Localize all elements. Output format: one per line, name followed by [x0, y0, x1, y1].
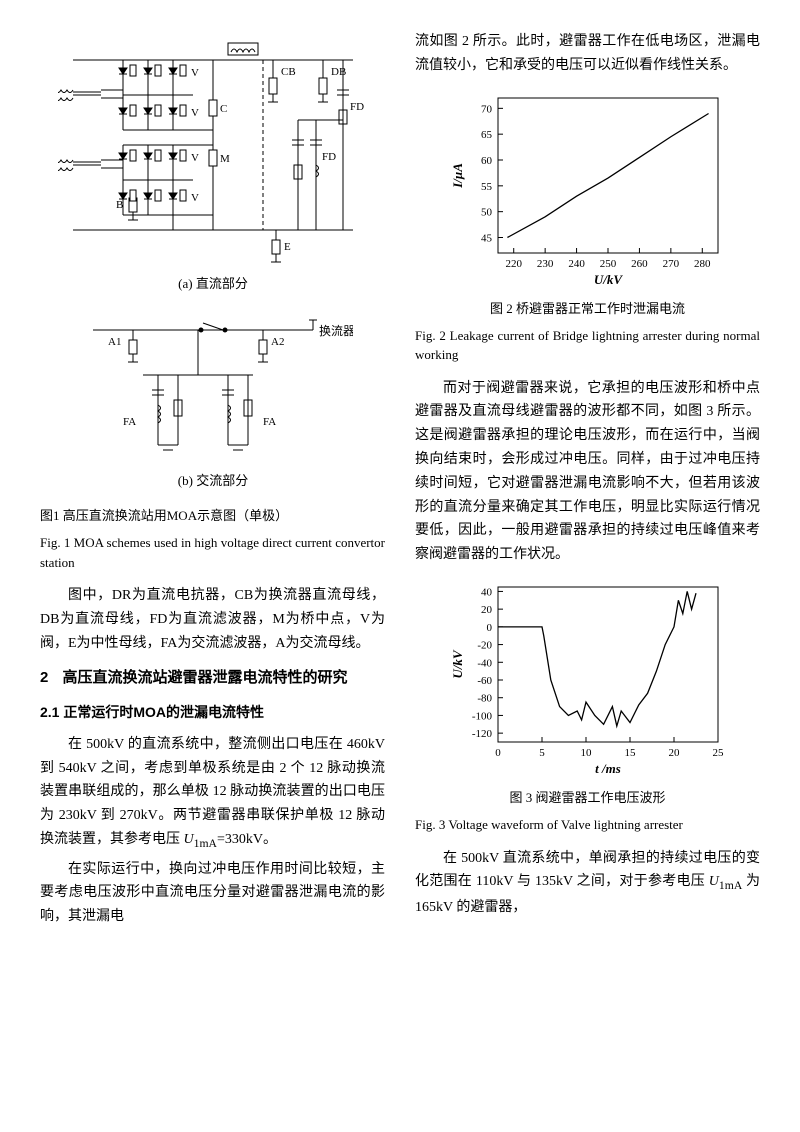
para-3: 在实际运行中，换向过冲电压作用时间比较短，主要考虑电压波形中直流电压分量对避雷器… — [40, 858, 385, 929]
svg-text:-100: -100 — [471, 710, 492, 722]
svg-text:换流器极: 换流器极 — [319, 324, 353, 338]
chart-2-svg: 220 230 240 250 260 270 280 45 50 55 60 65 70 U/kV I/µ… — [448, 88, 728, 288]
fig1-caption-en: Fig. 1 MOA schemes used in high voltage … — [40, 533, 385, 572]
svg-text:55: 55 — [481, 180, 493, 192]
para-r1: 流如图 2 所示。此时，避雷器工作在低电场区，泄漏电流值较小，它和承受的电压可以… — [415, 30, 760, 78]
para-r3: 在 500kV 直流系统中，单阀承担的持续过电压的变化范围在 110kV 与 1… — [415, 847, 760, 920]
circuit-dc-svg: DR CB DB FD — [58, 40, 368, 295]
fig3-caption-en: Fig. 3 Voltage waveform of Valve lightni… — [415, 815, 760, 835]
svg-text:V: V — [191, 192, 199, 204]
fig1-caption-zh: 图1 高压直流换流站用MOA示意图（单极） — [40, 505, 385, 527]
svg-text:(b) 交流部分: (b) 交流部分 — [177, 473, 247, 488]
svg-text:50: 50 — [481, 206, 493, 218]
figure-1a: DR CB DB FD — [40, 40, 385, 295]
chart-3-svg: 0 5 10 15 20 25 -120 -100 -80 -60 -40 -20 0 20 40 t /ms… — [448, 577, 728, 777]
svg-text:20: 20 — [668, 747, 680, 759]
heading-2-num: 2 — [40, 665, 63, 691]
circuit-ac-svg: A1 A2 换流器极 — [73, 305, 353, 495]
svg-text:220: 220 — [505, 258, 522, 270]
svg-text:V: V — [191, 107, 199, 119]
svg-text:C: C — [220, 103, 227, 115]
svg-text:260: 260 — [631, 258, 648, 270]
heading-2-text: 高压直流换流站避雷器泄露电流特性的研究 — [63, 665, 348, 691]
page: DR CB DB FD — [40, 30, 760, 933]
svg-text:CB: CB — [281, 66, 296, 78]
svg-text:45: 45 — [481, 232, 493, 244]
svg-text:0: 0 — [495, 747, 501, 759]
svg-text:40: 40 — [481, 586, 493, 598]
svg-text:FD: FD — [322, 151, 336, 163]
heading-2-1: 2.1 正常运行时MOA的泄漏电流特性 — [40, 701, 385, 725]
figure-3: 0 5 10 15 20 25 -120 -100 -80 -60 -40 -20 0 20 40 t /ms… — [415, 577, 760, 777]
svg-text:25: 25 — [712, 747, 724, 759]
fig2-caption-en: Fig. 2 Leakage current of Bridge lightni… — [415, 326, 760, 365]
figure-1b: A1 A2 换流器极 — [40, 305, 385, 495]
svg-text:270: 270 — [662, 258, 679, 270]
svg-text:U/kV: U/kV — [450, 649, 465, 679]
svg-text:FA: FA — [123, 416, 136, 428]
svg-text:60: 60 — [481, 155, 493, 167]
svg-text:E: E — [284, 241, 291, 253]
svg-text:DB: DB — [331, 66, 346, 78]
svg-text:U/kV: U/kV — [593, 272, 623, 287]
svg-text:0: 0 — [486, 622, 492, 634]
svg-text:M: M — [220, 153, 230, 165]
svg-text:15: 15 — [624, 747, 636, 759]
svg-text:B: B — [116, 199, 123, 211]
svg-text:-80: -80 — [477, 693, 492, 705]
para-legend: 图中，DR为直流电抗器，CB为换流器直流母线，DB为直流母线，FD为直流滤波器，… — [40, 584, 385, 655]
svg-text:FD: FD — [350, 101, 364, 113]
svg-text:FA: FA — [263, 416, 276, 428]
svg-text:-20: -20 — [477, 640, 492, 652]
svg-text:5: 5 — [539, 747, 545, 759]
fig2-caption-zh: 图 2 桥避雷器正常工作时泄漏电流 — [415, 298, 760, 320]
svg-text:(a) 直流部分: (a) 直流部分 — [178, 276, 248, 291]
svg-text:230: 230 — [536, 258, 553, 270]
heading-2: 2 高压直流换流站避雷器泄露电流特性的研究 — [40, 665, 385, 691]
svg-text:240: 240 — [568, 258, 585, 270]
fig3-caption-zh: 图 3 阀避雷器工作电压波形 — [415, 787, 760, 809]
svg-text:-40: -40 — [477, 657, 492, 669]
svg-text:-60: -60 — [477, 675, 492, 687]
svg-text:DR: DR — [238, 40, 254, 43]
svg-text:A2: A2 — [271, 336, 284, 348]
left-column: DR CB DB FD — [40, 30, 385, 933]
svg-text:10: 10 — [580, 747, 592, 759]
svg-text:V: V — [191, 67, 199, 79]
para-2: 在 500kV 的直流系统中，整流侧出口电压在 460kV 到 540kV 之间… — [40, 733, 385, 854]
svg-text:70: 70 — [481, 103, 493, 115]
svg-text:A1: A1 — [108, 336, 121, 348]
figure-2: 220 230 240 250 260 270 280 45 50 55 60 65 70 U/kV I/µ… — [415, 88, 760, 288]
right-column: 流如图 2 所示。此时，避雷器工作在低电场区，泄漏电流值较小，它和承受的电压可以… — [415, 30, 760, 933]
svg-text:20: 20 — [481, 604, 493, 616]
svg-text:V: V — [191, 152, 199, 164]
svg-text:-120: -120 — [471, 728, 492, 740]
svg-text:250: 250 — [599, 258, 616, 270]
para-r2: 而对于阀避雷器来说，它承担的电压波形和桥中点避雷器及直流母线避雷器的波形都不同，… — [415, 377, 760, 567]
svg-text:I/µA: I/µA — [450, 162, 465, 188]
svg-text:t /ms: t /ms — [595, 761, 621, 776]
svg-text:280: 280 — [694, 258, 711, 270]
svg-text:65: 65 — [481, 129, 493, 141]
